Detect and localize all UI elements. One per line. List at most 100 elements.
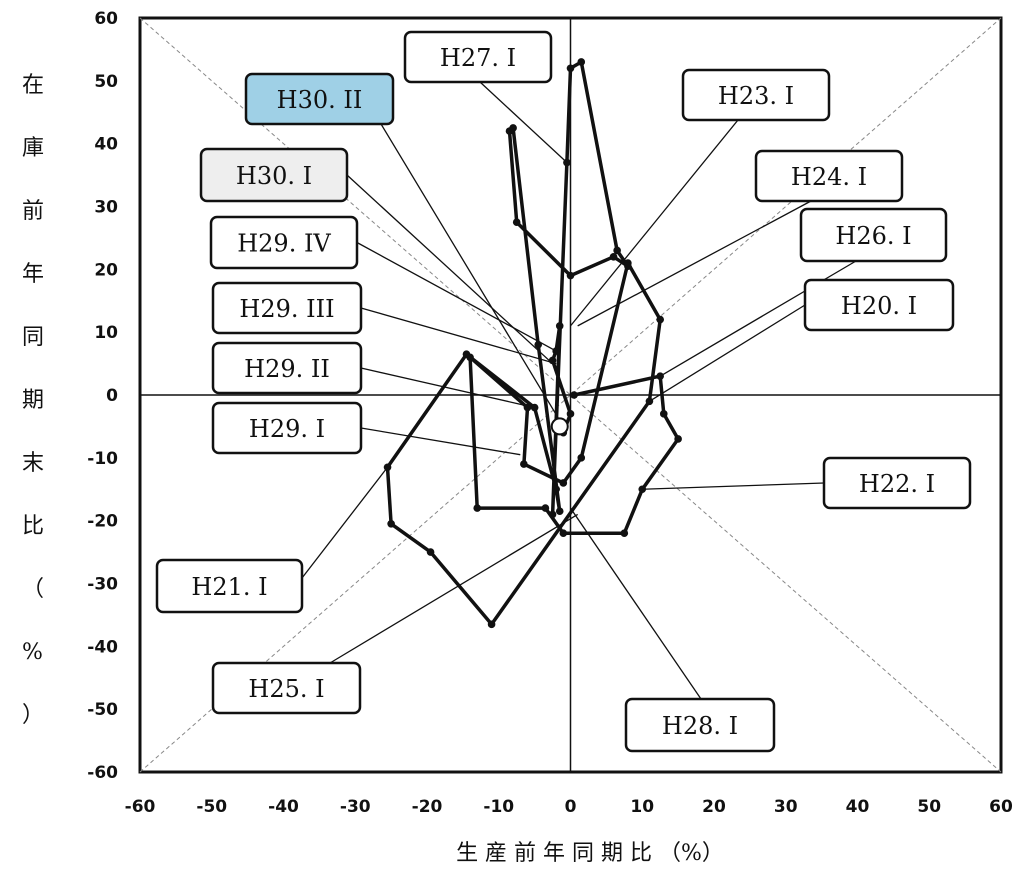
data-point — [609, 252, 618, 261]
period-label-text: H30. II — [277, 86, 363, 114]
data-point — [555, 507, 564, 516]
data-point — [645, 397, 654, 406]
data-point — [656, 315, 664, 324]
data-point — [426, 548, 435, 556]
period-label: H29. I — [211, 401, 363, 455]
period-label: H25. I — [211, 661, 362, 715]
period-labels: H20. I H21. I H22. I H23. I H24. I H25. I H26.… — [155, 30, 972, 753]
leader-line — [649, 304, 806, 402]
period-label-box — [211, 341, 363, 395]
data-point — [387, 520, 395, 528]
period-label-text: H23. I — [718, 82, 794, 110]
y-tick-label: 0 — [106, 386, 118, 406]
leader-line — [642, 482, 825, 490]
period-label-box — [624, 697, 776, 753]
data-point — [512, 218, 521, 227]
period-label: H30. I — [199, 147, 349, 203]
period-label-box — [155, 558, 304, 614]
y-axis-title-char: % — [22, 640, 43, 665]
leader-line — [380, 123, 564, 427]
period-label-text: H25. I — [248, 675, 324, 703]
x-tick-label: 10 — [630, 797, 654, 817]
period-label-text: H27. I — [440, 44, 516, 72]
period-label: H30. II — [244, 72, 395, 126]
x-tick-label: -40 — [268, 797, 299, 817]
data-point — [659, 410, 668, 418]
period-label-text: H29. III — [239, 295, 334, 323]
data-point — [559, 479, 568, 487]
period-label-box — [822, 456, 972, 510]
x-tick-label: 50 — [917, 797, 941, 817]
data-point — [473, 504, 482, 512]
y-axis-title: 在庫前年同期末比 （% ） — [22, 73, 44, 728]
data-point — [559, 529, 568, 538]
period-label-text: H29. II — [244, 355, 330, 383]
period-label: H24. I — [754, 149, 904, 203]
x-tick-label: 0 — [565, 797, 577, 817]
y-axis-title-char: 在 — [22, 73, 44, 98]
period-label-box — [754, 149, 904, 203]
leader-line — [360, 307, 557, 365]
latest-point-marker — [550, 417, 569, 436]
period-label: H29. IV — [209, 215, 359, 270]
data-point — [566, 64, 575, 73]
y-tick-label: 30 — [94, 198, 118, 218]
x-tick-label: -30 — [340, 797, 371, 817]
period-label-text: H29. IV — [237, 230, 331, 258]
period-label: H28. I — [624, 697, 776, 753]
leader-line — [346, 174, 554, 365]
period-label-box — [799, 207, 948, 263]
leader-line — [569, 119, 739, 327]
y-axis-title-char: 比 — [22, 514, 44, 539]
y-axis-title-char: （ — [22, 577, 44, 602]
period-label-text: H20. I — [841, 292, 917, 320]
y-axis-title-char: 庫 — [22, 136, 44, 161]
x-tick-label: -20 — [412, 797, 443, 817]
period-label: H22. I — [822, 456, 972, 510]
x-tick-label: 30 — [774, 797, 798, 817]
data-point — [541, 504, 550, 512]
leader-line — [479, 81, 568, 163]
data-point — [487, 620, 496, 629]
period-label-box — [803, 278, 955, 332]
data-point — [383, 463, 392, 472]
y-axis-title-char: 末 — [22, 451, 44, 476]
data-point — [638, 485, 647, 494]
x-tick-label: 20 — [702, 797, 726, 817]
period-label: H29. III — [211, 281, 363, 335]
y-tick-labels: 60 50 40 30 20 10 0 -10 -20 -30 -40 -50 -60 — [87, 9, 118, 783]
period-label-box — [199, 147, 349, 203]
data-point — [534, 340, 543, 349]
period-label: H20. I — [803, 278, 955, 332]
y-tick-label: 10 — [94, 323, 118, 343]
leader-line — [360, 427, 521, 456]
data-point — [548, 510, 557, 519]
data-point — [548, 356, 557, 365]
data-point — [552, 485, 560, 494]
period-label: H27. I — [403, 30, 553, 84]
y-tick-label: -20 — [87, 512, 118, 532]
y-tick-label: -10 — [87, 449, 118, 469]
y-tick-label: -60 — [87, 763, 118, 783]
y-axis-title-char: 年 — [22, 262, 44, 287]
data-point — [523, 403, 532, 412]
axis-titles: 生 産 前 年 同 期 比 （%） 在庫前年同期末比 （% ） — [22, 73, 724, 866]
data-point — [566, 410, 575, 418]
y-tick-label: -50 — [87, 700, 118, 720]
leader-line — [360, 367, 535, 409]
data-point — [613, 246, 621, 255]
period-label-text: H29. I — [249, 415, 325, 443]
period-label-text: H30. I — [236, 162, 312, 190]
data-point — [674, 435, 682, 443]
period-label-box — [403, 30, 553, 84]
data-point — [620, 529, 629, 538]
y-axis-title-char: 同 — [22, 325, 44, 350]
y-tick-label: 20 — [94, 260, 118, 280]
data-point — [555, 322, 564, 330]
y-axis-title-char: ） — [22, 703, 44, 728]
x-tick-label: 60 — [989, 797, 1013, 817]
diagonal-negative — [139, 17, 1002, 773]
label-leader-lines — [301, 81, 857, 700]
y-tick-label: 40 — [94, 135, 118, 155]
